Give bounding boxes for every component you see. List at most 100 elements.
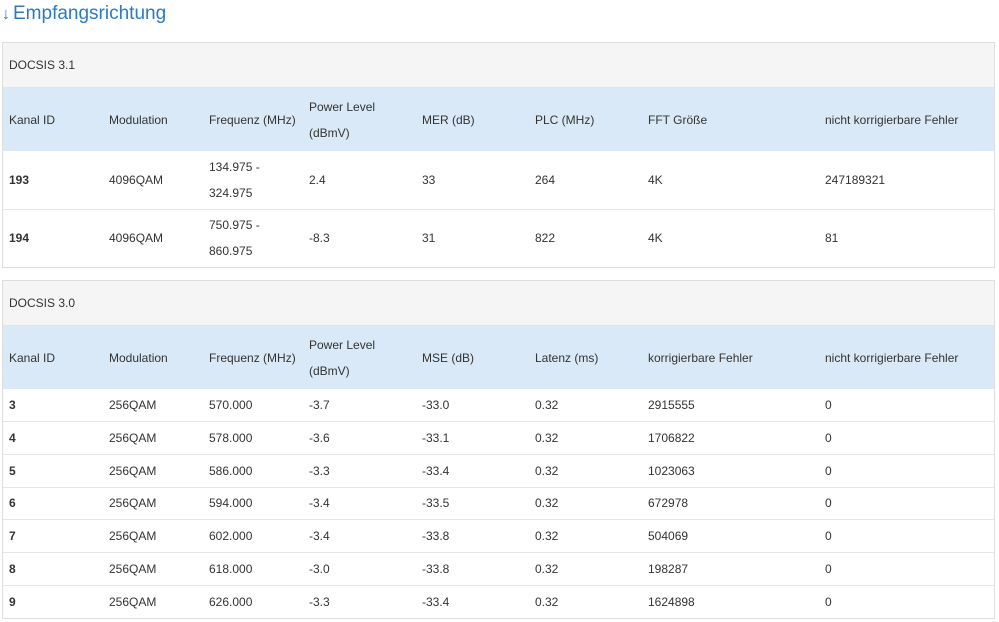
cell-uncorrectable-errors: 0: [825, 398, 832, 413]
cell-modulation: 4096QAM: [103, 208, 203, 267]
cell-power-level: -3.6: [303, 421, 416, 455]
cell-uncorrectable-errors: 81: [819, 208, 994, 267]
cell-modulation: 256QAM: [103, 519, 203, 553]
column-header: Modulation: [109, 112, 168, 127]
cell-channel-id: 3: [9, 398, 16, 413]
cell-frequency: 626.000: [203, 584, 303, 618]
column-header: Power Level (dBmV): [309, 337, 376, 378]
cell-latency: 0.32: [529, 551, 642, 586]
cell-modulation: 256QAM: [109, 398, 157, 413]
column-header: korrigierbare Fehler: [648, 350, 753, 365]
cell-channel-id: 9: [3, 584, 103, 618]
cell-power-level: -8.3: [303, 208, 416, 267]
column-header: Kanal ID: [9, 112, 56, 127]
cell-latency: 0.32: [535, 398, 559, 413]
column-header: Latenz (ms): [535, 350, 599, 365]
column-header: MER (dB): [422, 112, 475, 127]
cell-modulation: 256QAM: [103, 584, 203, 618]
cell-correctable-errors: 198287: [642, 551, 819, 586]
cell-latency: 0.32: [529, 584, 642, 618]
cell-channel-id: 5: [3, 453, 103, 488]
docsis31-panel: DOCSIS 3.1 Kanal ID Modulation Frequenz …: [2, 42, 995, 268]
cell-modulation: 256QAM: [103, 453, 203, 488]
cell-latency: 0.32: [529, 486, 642, 520]
table-row: 8 256QAM 618.000 -3.0 -33.8 0.32 198287 …: [3, 551, 994, 586]
cell-frequency: 594.000: [203, 486, 303, 520]
cell-correctable-errors: 1624898: [642, 584, 819, 618]
cell-power-level: -3.3: [303, 584, 416, 618]
cell-plc: 264: [535, 172, 556, 187]
cell-channel-id: 7: [3, 519, 103, 553]
table-row: 4 256QAM 578.000 -3.6 -33.1 0.32 1706822…: [3, 421, 994, 455]
cell-uncorrectable-errors: 247189321: [825, 172, 886, 187]
cell-channel-id: 6: [3, 486, 103, 520]
column-header: Kanal ID: [9, 350, 56, 365]
cell-frequency: 578.000: [203, 421, 303, 455]
cell-mer: 33: [422, 172, 436, 187]
table-row: 6 256QAM 594.000 -3.4 -33.5 0.32 672978 …: [3, 486, 994, 520]
cell-power-level: -3.4: [303, 486, 416, 520]
cell-mse: -33.4: [416, 584, 529, 618]
cell-mer: 31: [416, 208, 529, 267]
cell-uncorrectable-errors: 0: [819, 421, 994, 455]
cell-uncorrectable-errors: 0: [819, 519, 994, 553]
docsis30-panel: DOCSIS 3.0 Kanal ID Modulation Frequenz …: [2, 280, 995, 619]
column-header: MSE (dB): [422, 350, 475, 365]
cell-power-level: -3.7: [309, 398, 330, 413]
panel-title: DOCSIS 3.1: [3, 43, 994, 88]
cell-frequency: 134.975 - 324.975: [209, 159, 260, 200]
cell-mse: -33.8: [416, 519, 529, 553]
cell-frequency: 750.975 - 860.975: [203, 208, 303, 267]
cell-latency: 0.32: [529, 519, 642, 553]
cell-correctable-errors: 672978: [642, 486, 819, 520]
cell-correctable-errors: 1706822: [642, 421, 819, 455]
cell-uncorrectable-errors: 0: [819, 551, 994, 586]
section-toggle-empfangsrichtung[interactable]: ↓ Empfangsrichtung: [0, 0, 166, 30]
table-row: 9 256QAM 626.000 -3.3 -33.4 0.32 1624898…: [3, 584, 994, 618]
table-header-row: Kanal ID Modulation Frequenz (MHz) Power…: [3, 326, 994, 389]
cell-frequency: 618.000: [203, 551, 303, 586]
cell-channel-id: 194: [3, 208, 103, 267]
cell-channel-id: 8: [3, 551, 103, 586]
column-header: nicht korrigierbare Fehler: [825, 350, 959, 365]
cell-fft-size: 4K: [642, 208, 819, 267]
panel-title: DOCSIS 3.0: [3, 281, 994, 326]
cell-modulation: 256QAM: [103, 486, 203, 520]
cell-mse: -33.8: [416, 551, 529, 586]
cell-power-level: 2.4: [309, 172, 326, 187]
docsis30-table: Kanal ID Modulation Frequenz (MHz) Power…: [3, 326, 994, 618]
cell-channel-id: 4: [3, 421, 103, 455]
cell-power-level: -3.0: [303, 551, 416, 586]
column-header: FFT Größe: [648, 112, 708, 127]
cell-correctable-errors: 504069: [642, 519, 819, 553]
cell-uncorrectable-errors: 0: [819, 486, 994, 520]
section-title: Empfangsrichtung: [13, 3, 167, 24]
table-row: 3 256QAM 570.000 -3.7 -33.0 0.32 2915555…: [3, 389, 994, 422]
table-row: 7 256QAM 602.000 -3.4 -33.8 0.32 504069 …: [3, 519, 994, 553]
arrow-down-icon: ↓: [2, 6, 10, 23]
table-row: 193 4096QAM 134.975 - 324.975 2.4 33 264…: [3, 151, 994, 209]
cell-uncorrectable-errors: 0: [819, 584, 994, 618]
cell-fft-size: 4K: [648, 172, 663, 187]
docsis31-table: Kanal ID Modulation Frequenz (MHz) Power…: [3, 88, 994, 267]
cell-mse: -33.4: [416, 453, 529, 488]
column-header: Modulation: [109, 350, 168, 365]
cell-frequency: 586.000: [203, 453, 303, 488]
column-header: PLC (MHz): [535, 112, 595, 127]
column-header: Frequenz (MHz): [209, 112, 296, 127]
cell-correctable-errors: 1023063: [642, 453, 819, 488]
cell-latency: 0.32: [529, 453, 642, 488]
cell-modulation: 256QAM: [103, 421, 203, 455]
cell-mse: -33.0: [422, 398, 450, 413]
cell-mse: -33.5: [416, 486, 529, 520]
cell-mse: -33.1: [416, 421, 529, 455]
cell-modulation: 4096QAM: [109, 172, 164, 187]
table-row: 5 256QAM 586.000 -3.3 -33.4 0.32 1023063…: [3, 453, 994, 488]
cell-frequency: 570.000: [209, 398, 253, 413]
table-row: 194 4096QAM 750.975 - 860.975 -8.3 31 82…: [3, 208, 994, 267]
cell-power-level: -3.3: [303, 453, 416, 488]
cell-correctable-errors: 2915555: [648, 398, 695, 413]
column-header: nicht korrigierbare Fehler: [825, 112, 959, 127]
cell-frequency: 602.000: [203, 519, 303, 553]
cell-channel-id: 193: [9, 172, 30, 187]
